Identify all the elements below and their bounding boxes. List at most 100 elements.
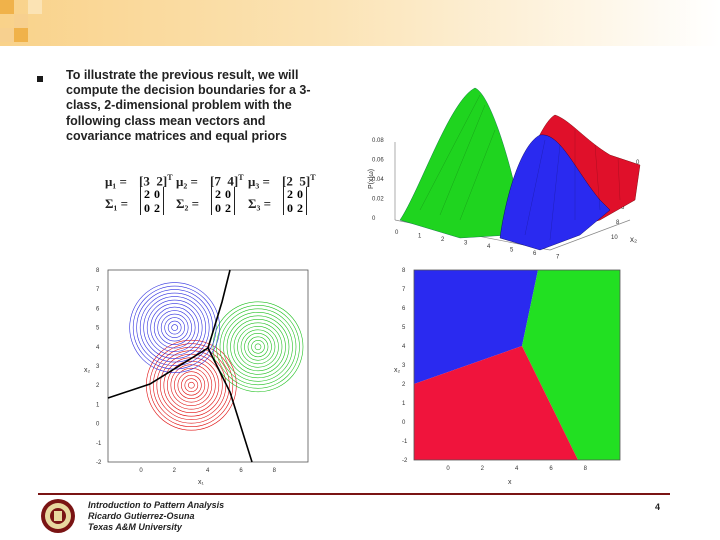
contour-ring-blue bbox=[171, 324, 178, 331]
region-y-label: x₂ bbox=[394, 367, 401, 374]
region-plot: 8 7 6 5 4 3 2 1 0 -1 -2 0 2 4 6 8 x x₂ bbox=[394, 268, 621, 486]
sigma2-label: Σ₂ = bbox=[176, 196, 200, 211]
contour-ring-green bbox=[216, 305, 300, 389]
surface-x-tick: 1 bbox=[418, 234, 422, 240]
contour-ring-blue bbox=[129, 282, 220, 373]
contour-ring-red bbox=[174, 367, 209, 403]
region-x-label: x bbox=[508, 479, 512, 486]
contour-ring-blue bbox=[153, 306, 196, 349]
sigma1-b: 0 bbox=[154, 187, 160, 201]
region-frame bbox=[413, 269, 621, 461]
surface-z-label: P(x|ω) bbox=[368, 169, 375, 189]
surface-y-tick: 8 bbox=[616, 220, 620, 226]
contour-plot: 8 7 6 5 4 3 2 1 0 -1 -2 0 2 4 6 8 x₁ x₂ bbox=[84, 268, 309, 486]
mu2-vector: [7 4]T bbox=[210, 173, 244, 189]
x-tick-label: 0 bbox=[139, 468, 143, 474]
footer-university: Texas A&M University bbox=[88, 522, 182, 532]
banner-square-4 bbox=[28, 0, 42, 14]
contour-ring-blue bbox=[146, 299, 203, 356]
contour-x-ticks: 0 2 4 6 8 bbox=[139, 468, 276, 474]
y-tick-label: 7 bbox=[402, 287, 406, 293]
surface-x-tick: 2 bbox=[441, 237, 445, 243]
sigma2-a: 2 bbox=[215, 187, 221, 201]
y-tick-label: 3 bbox=[402, 363, 406, 369]
y-tick-label: -1 bbox=[402, 439, 408, 445]
mu2-label: μ₂ = bbox=[176, 174, 198, 189]
y-tick-label: 4 bbox=[402, 344, 406, 350]
surface-z-tick: 0.06 bbox=[372, 158, 384, 164]
footer-course: Introduction to Pattern Analysis bbox=[88, 500, 225, 510]
contour-y-ticks: 8 7 6 5 4 3 2 1 0 -1 -2 bbox=[96, 268, 102, 466]
sigma3-d: 2 bbox=[297, 201, 303, 215]
y-tick-label: 5 bbox=[402, 325, 406, 331]
contour-ring-red bbox=[181, 374, 202, 396]
y-tick-label: 5 bbox=[96, 326, 100, 332]
x-tick-label: 2 bbox=[173, 468, 177, 474]
mu1-transpose: T bbox=[167, 173, 173, 182]
y-tick-label: -2 bbox=[96, 460, 102, 466]
contour-y-label: x₂ bbox=[84, 367, 91, 374]
y-tick-label: 8 bbox=[402, 268, 406, 274]
contour-ring-blue bbox=[160, 313, 189, 342]
sigma3-matrix: 2 0 0 2 bbox=[283, 187, 307, 215]
surface-blue-peak bbox=[499, 134, 611, 251]
mu3-x: 2 bbox=[286, 173, 293, 189]
x-tick-label: 8 bbox=[584, 466, 588, 472]
surface-z-ticks: 0 0.02 0.04 0.06 0.08 bbox=[372, 138, 384, 222]
y-tick-label: 0 bbox=[96, 422, 100, 428]
y-tick-label: -1 bbox=[96, 441, 102, 447]
sigma3-c: 0 bbox=[287, 201, 293, 215]
mu2-x: 7 bbox=[214, 173, 221, 189]
mu3-label: μ₃ = bbox=[248, 174, 270, 189]
contour-ring-blue bbox=[164, 317, 185, 338]
x-tick-label: 4 bbox=[206, 468, 210, 474]
surface-x-tick: 4 bbox=[487, 244, 491, 250]
surface-green-peak bbox=[399, 87, 521, 239]
contour-ring-green bbox=[251, 340, 265, 354]
contour-ring-red bbox=[170, 364, 213, 406]
sigma2-b: 0 bbox=[225, 187, 231, 201]
university-seal-icon bbox=[41, 499, 75, 533]
banner-square-3 bbox=[0, 28, 14, 42]
bullet-text: To illustrate the previous result, we wi… bbox=[66, 68, 311, 143]
x-tick-label: 6 bbox=[549, 466, 553, 472]
sigma3-a: 2 bbox=[287, 187, 293, 201]
sigma1-matrix: 2 0 0 2 bbox=[140, 187, 164, 215]
region-green bbox=[522, 270, 620, 460]
x-tick-label: 8 bbox=[273, 468, 277, 474]
contour-rings bbox=[129, 282, 304, 431]
region-y-ticks: 8 7 6 5 4 3 2 1 0 -1 -2 bbox=[402, 268, 408, 464]
contour-ring-blue bbox=[167, 320, 182, 335]
contour-ring-green bbox=[247, 336, 269, 358]
contour-ring-green bbox=[254, 343, 262, 351]
contour-ring-red bbox=[177, 371, 206, 399]
contour-ring-red bbox=[149, 343, 234, 427]
mu3-y: 5 bbox=[299, 173, 306, 189]
contour-frame bbox=[107, 269, 309, 463]
y-tick-label: 3 bbox=[96, 364, 100, 370]
surface-y-tick: 6 bbox=[621, 205, 625, 211]
contour-ring-blue bbox=[150, 303, 199, 352]
y-tick-label: 2 bbox=[402, 382, 406, 388]
y-tick-label: -2 bbox=[402, 458, 408, 464]
mu1-label: μ₁ = bbox=[105, 174, 127, 189]
x-tick-label: 4 bbox=[515, 466, 519, 472]
contour-ring-red bbox=[153, 346, 230, 424]
mu3-transpose: T bbox=[310, 173, 316, 182]
contour-ring-green bbox=[212, 301, 304, 393]
page-number: 4 bbox=[655, 502, 661, 512]
contour-ring-blue bbox=[157, 310, 192, 345]
mu1-vector: [3 2]T bbox=[139, 173, 173, 189]
surface-z-tick: 0.08 bbox=[372, 138, 384, 144]
surface-mesh bbox=[419, 94, 621, 241]
surface-z-tick: 0.02 bbox=[372, 197, 384, 203]
surface-y-tick: 10 bbox=[611, 235, 618, 241]
y-tick-label: 6 bbox=[402, 306, 406, 312]
contour-ring-blue bbox=[143, 296, 206, 359]
footer-credits: Introduction to Pattern Analysis Ricardo… bbox=[88, 500, 224, 533]
contour-ring-green bbox=[223, 312, 293, 382]
bullet-marker bbox=[37, 76, 43, 82]
sigma3-label: Σ₃ = bbox=[248, 196, 272, 211]
x-tick-label: 0 bbox=[446, 466, 450, 472]
